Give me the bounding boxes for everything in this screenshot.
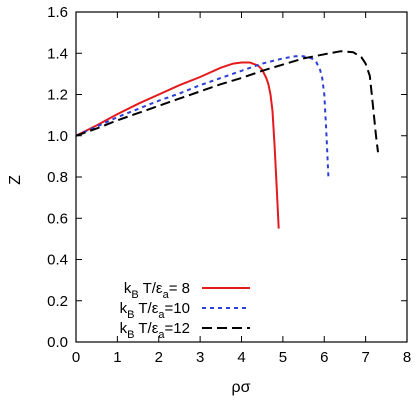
- y-tick-label: 0.6: [47, 210, 68, 227]
- x-tick-label: 1: [113, 349, 121, 366]
- tick-labels: 0 1 2 3 4 5 6 7 8 0.0 0.2 0.4 0.6 0.8 1.0 1.2 1.4 1.6: [47, 4, 411, 366]
- y-tick-label: 1.6: [47, 4, 68, 21]
- axis-ticks: [75, 11, 408, 343]
- series-line-3: [75, 50, 379, 153]
- x-tick-label: 5: [279, 349, 287, 366]
- series-line-2: [75, 55, 330, 178]
- x-tick-label: 7: [361, 349, 369, 366]
- y-axis-label: Z: [7, 175, 24, 185]
- y-tick-label: 1.0: [47, 128, 68, 145]
- x-tick-label: 0: [72, 349, 80, 366]
- x-tick-label: 2: [155, 349, 163, 366]
- y-tick-label: 0.4: [47, 252, 68, 269]
- y-tick-label: 0.2: [47, 293, 68, 310]
- series-layer: [75, 50, 379, 229]
- x-tick-label: 8: [403, 349, 411, 366]
- x-tick-label: 3: [196, 349, 204, 366]
- y-tick-label: 0.0: [47, 334, 68, 351]
- legend-label-3: kB T/εa=12: [120, 320, 190, 341]
- x-axis-label: ρσ: [232, 379, 251, 396]
- y-tick-label: 1.4: [47, 45, 68, 62]
- x-tick-label: 6: [320, 349, 328, 366]
- legend-label-1: kB T/εa= 8: [124, 280, 190, 301]
- series-line-1: [75, 61, 280, 229]
- x-tick-label: 4: [237, 349, 245, 366]
- y-tick-label: 1.2: [47, 87, 68, 104]
- y-tick-label: 0.8: [47, 169, 68, 186]
- legend-label-2: kB T/εa=10: [120, 300, 190, 321]
